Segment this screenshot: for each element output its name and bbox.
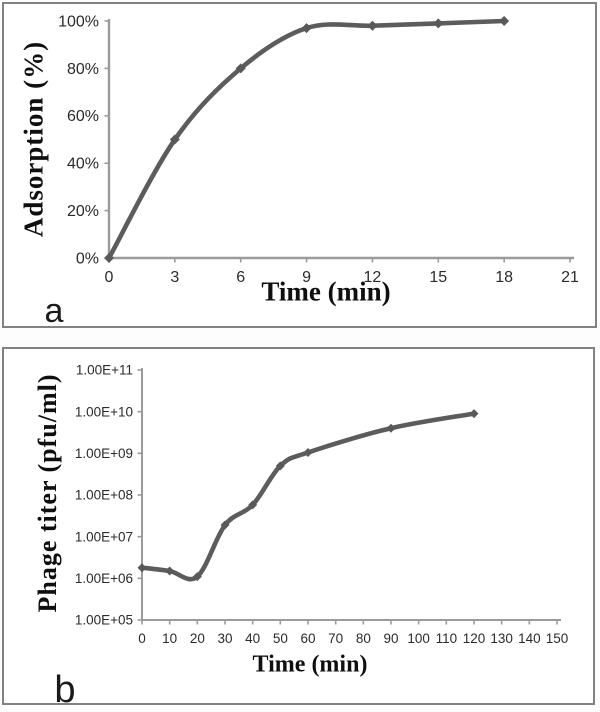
- y-tick-label: 1.00E+11: [76, 363, 133, 378]
- y-tick-label: 40%: [67, 156, 99, 173]
- series-line: [139, 411, 477, 582]
- x-tick-label: 20: [190, 631, 205, 646]
- x-tick-label: 150: [546, 631, 569, 646]
- y-tick-label: 100%: [58, 13, 99, 30]
- data-point-marker: [275, 461, 285, 471]
- x-tick-label: 80: [356, 631, 371, 646]
- x-tick-label: 10: [162, 631, 177, 646]
- x-tick-label: 9: [302, 269, 311, 286]
- data-point-marker: [469, 409, 479, 419]
- x-tick-label: 3: [170, 269, 179, 286]
- panel-letter-b: b: [54, 669, 76, 711]
- panel-letter-a: a: [44, 292, 64, 330]
- data-point-marker: [303, 447, 313, 457]
- x-tick-label: 0: [138, 631, 146, 646]
- series-line: [106, 18, 507, 261]
- y-tick-label: 80%: [67, 61, 99, 78]
- y-tick-label: 1.00E+10: [75, 404, 133, 419]
- phage-titer-chart: 0 10 20 30 40 50 60 70 80 90 100 110 120 130 140 150 1.0…: [75, 363, 569, 646]
- data-point-marker: [248, 500, 258, 510]
- y-axis-title-adsorption: Adsorption (%): [18, 40, 49, 238]
- x-tick-label: 70: [328, 631, 343, 646]
- data-point-marker: [433, 18, 444, 29]
- x-tick-label: 21: [561, 269, 579, 286]
- y-axis-title-phage-titer: Phage titer (pfu/ml): [33, 373, 62, 613]
- data-point-marker: [367, 20, 378, 31]
- data-point-marker: [220, 520, 230, 530]
- y-tick-label: 0%: [76, 250, 99, 267]
- y-tick-label: 1.00E+09: [75, 446, 133, 461]
- data-point-marker: [235, 63, 246, 74]
- x-tick-label: 110: [436, 631, 458, 646]
- x-tick-label: 120: [463, 631, 486, 646]
- x-tick-label: 12: [364, 269, 382, 286]
- data-point-marker: [104, 253, 114, 263]
- y-tick-label: 1.00E+08: [75, 488, 133, 503]
- y-tick-label: 20%: [67, 203, 99, 220]
- x-tick-label: 130: [490, 631, 513, 646]
- x-tick-label: 90: [383, 631, 398, 646]
- y-tick-label: 60%: [67, 108, 99, 125]
- x-axis-title-time-b: Time (min): [252, 651, 368, 678]
- y-tick-label: 1.00E+06: [75, 571, 133, 586]
- x-tick-label: 0: [105, 269, 114, 286]
- data-point-marker: [386, 423, 396, 433]
- adsorption-chart: 0 3 6 9 12 15 18 21 0% 20% 40% 60% 80% 100%: [58, 13, 579, 286]
- x-axis-title-time-a: Time (min): [261, 276, 391, 307]
- x-tick-label: 100: [407, 631, 430, 646]
- x-tick-label: 6: [236, 269, 245, 286]
- data-point-marker: [499, 16, 510, 26]
- x-tick-label: 30: [217, 631, 232, 646]
- x-tick-label: 40: [245, 631, 260, 646]
- data-point-marker: [165, 566, 175, 576]
- x-tick-label: 60: [300, 631, 315, 646]
- y-tick-label: 1.00E+07: [75, 529, 133, 544]
- data-point-marker: [169, 134, 180, 145]
- data-point-marker: [301, 23, 312, 34]
- x-tick-label: 18: [495, 269, 513, 286]
- chart-panel-b: 0 10 20 30 40 50 60 70 80 90 100 110 120 130 140 150 1.0…: [2, 347, 595, 709]
- x-tick-label: 140: [518, 631, 541, 646]
- data-point-marker: [192, 572, 202, 582]
- x-tick-label: 15: [429, 269, 447, 286]
- x-tick-label: 50: [273, 631, 288, 646]
- data-point-marker: [137, 563, 147, 573]
- y-tick-label: 1.00E+05: [75, 613, 133, 628]
- chart-panel-a: 0 3 6 9 12 15 18 21 0% 20% 40% 60% 80% 100% Adsorptio…: [2, 2, 597, 328]
